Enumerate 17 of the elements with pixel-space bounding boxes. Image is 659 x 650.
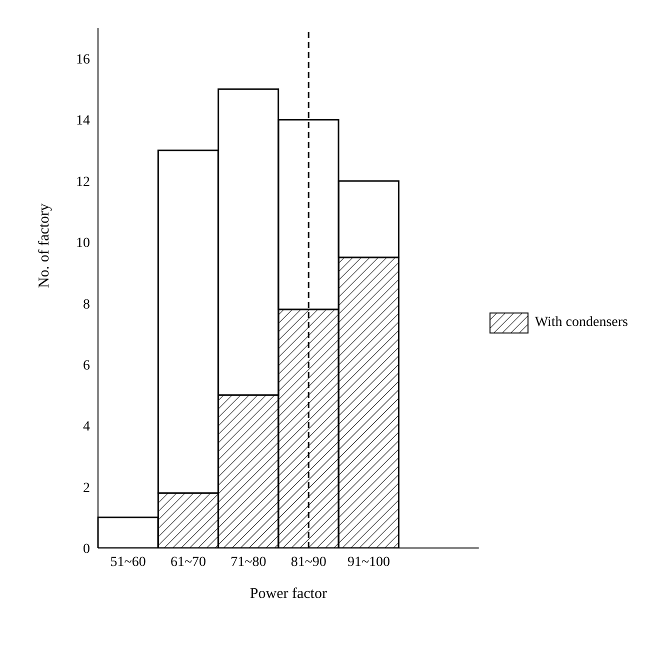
x-tick-label: 81~90	[290, 554, 326, 570]
x-tick-label: 61~70	[170, 554, 206, 570]
y-tick-label: 12	[76, 174, 90, 190]
y-tick-label: 14	[76, 114, 90, 129]
legend-label: With condensers	[534, 315, 628, 331]
x-tick-label: 51~60	[110, 554, 146, 570]
y-tick-label: 6	[83, 358, 90, 374]
x-axis-title: Power factor	[250, 586, 327, 602]
y-tick-label: 4	[83, 420, 90, 435]
y-tick-label: 0	[83, 542, 90, 557]
y-tick-label: 2	[83, 480, 90, 496]
y-tick-label: 16	[76, 52, 90, 68]
x-tick-label: 71~80	[230, 554, 266, 570]
y-axis-title: No. of factory	[36, 202, 52, 288]
y-tick-label: 10	[76, 236, 90, 252]
x-tick-label: 91~100	[347, 554, 390, 570]
y-tick-label: 8	[83, 297, 90, 312]
